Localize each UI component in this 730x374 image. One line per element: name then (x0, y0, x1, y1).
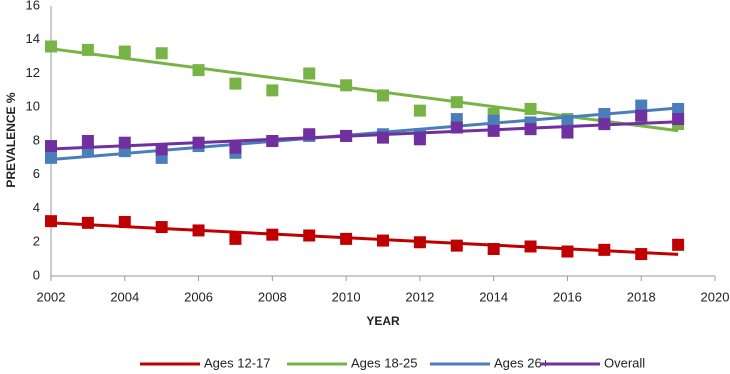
x-tick-label: 2004 (110, 289, 139, 304)
marker (561, 126, 574, 139)
x-tick-label: 2010 (332, 289, 361, 304)
x-tick-label: 2014 (479, 289, 508, 304)
trend-line (50, 47, 679, 133)
x-axis-title: YEAR (366, 314, 400, 328)
trend-line (50, 106, 679, 162)
marker (229, 141, 242, 154)
y-tick-label: 10 (26, 99, 40, 114)
y-tick-label: 14 (26, 31, 40, 46)
y-tick-label: 12 (26, 65, 40, 80)
y-tick-label: 0 (33, 267, 40, 282)
y-tick-label: 4 (33, 200, 40, 215)
marker (81, 216, 94, 229)
y-tick-label: 2 (33, 234, 40, 249)
marker (229, 232, 242, 245)
x-tick-label: 2002 (37, 289, 66, 304)
marker (192, 64, 205, 77)
marker (413, 133, 426, 146)
legend-label: Ages 18-25 (351, 355, 418, 370)
marker (635, 99, 648, 112)
x-tick-label: 2008 (258, 289, 287, 304)
x-tick-label: 2006 (184, 289, 213, 304)
legend-label: Ages 26+ (494, 355, 549, 370)
marker (229, 77, 242, 90)
x-tick-label: 2020 (701, 289, 730, 304)
marker (413, 104, 426, 117)
marker (118, 145, 131, 158)
y-tick-label: 6 (33, 166, 40, 181)
x-tick-label: 2018 (627, 289, 656, 304)
marker (155, 143, 168, 156)
marker (155, 47, 168, 60)
marker (118, 45, 131, 58)
trend-line (50, 120, 679, 151)
marker (118, 216, 131, 228)
marker (672, 238, 685, 251)
marker (266, 84, 279, 97)
marker (450, 239, 463, 252)
y-tick-label: 8 (33, 132, 40, 147)
marker (45, 151, 57, 164)
marker (635, 109, 648, 122)
marker (45, 215, 57, 228)
legend-label: Ages 12-17 (204, 355, 271, 370)
marker (303, 67, 316, 80)
marker (118, 136, 131, 149)
marker (81, 135, 94, 147)
y-tick-label: 16 (26, 0, 40, 12)
x-tick-label: 2012 (405, 289, 434, 304)
legend-label: Overall (604, 355, 645, 370)
x-tick-label: 2016 (553, 289, 582, 304)
y-axis-title: PREVALENCE % (4, 92, 18, 187)
trend-line (50, 221, 679, 256)
